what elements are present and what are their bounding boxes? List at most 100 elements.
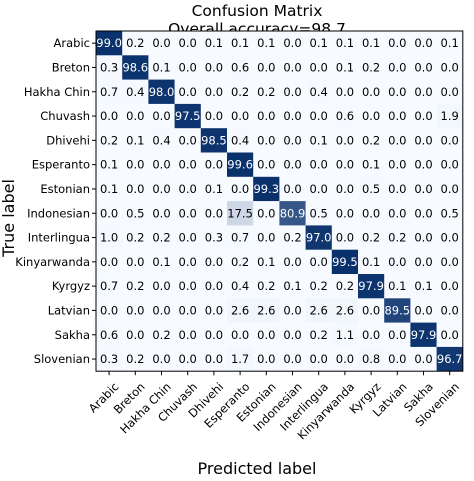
cell-value-label: 0.0 xyxy=(179,36,197,50)
cell-value-label: 0.5 xyxy=(126,206,144,220)
cell-value-label: 0.1 xyxy=(310,36,328,50)
heatmap-cell xyxy=(96,103,123,129)
cell-value-label: 0.6 xyxy=(336,109,354,123)
heatmap-cell xyxy=(279,322,306,348)
cell-value-label: 0.0 xyxy=(283,109,301,123)
cell-value-label: 0.0 xyxy=(362,328,380,342)
heatmap-cell xyxy=(227,152,254,178)
cell-value-label: 0.0 xyxy=(283,328,301,342)
cell-value-label: 0.1 xyxy=(441,36,459,50)
heatmap-cell xyxy=(122,176,149,202)
cell-value-label: 0.0 xyxy=(336,182,354,196)
heatmap-cell xyxy=(305,346,333,372)
cell-value-label: 0.2 xyxy=(152,231,170,245)
cell-value-label: 0.0 xyxy=(283,182,301,196)
y-tick-label-esperanto: Esperanto xyxy=(32,158,90,172)
cell-value-label: 0.0 xyxy=(257,352,275,366)
cell-value-label: 0.1 xyxy=(362,255,380,269)
heatmap-cell xyxy=(436,322,464,348)
cell-value-label: 97.9 xyxy=(411,328,437,342)
cell-value-label: 99.6 xyxy=(227,158,253,172)
heatmap-cell xyxy=(305,249,333,275)
cell-value-label: 0.2 xyxy=(257,85,275,99)
cell-value-label: 0.2 xyxy=(362,60,380,74)
heatmap-cell xyxy=(200,128,228,153)
heatmap-cell xyxy=(227,201,254,226)
cell-value-label: 0.1 xyxy=(126,133,144,147)
cell-value-label: 0.1 xyxy=(414,279,432,293)
heatmap-cell xyxy=(331,249,359,275)
cell-value-label: 0.0 xyxy=(205,85,223,99)
heatmap-cell xyxy=(96,274,123,299)
heatmap-cell xyxy=(279,103,306,129)
cell-value-label: 0.1 xyxy=(283,279,301,293)
cell-value-label: 0.0 xyxy=(362,85,380,99)
heatmap-cell xyxy=(384,152,411,178)
cell-value-label: 0.0 xyxy=(205,352,223,366)
heatmap-cell xyxy=(331,201,359,226)
cell-value-label: 0.0 xyxy=(414,182,432,196)
heatmap-cell xyxy=(384,55,411,80)
heatmap-cell xyxy=(174,79,202,105)
cell-value-label: 0.0 xyxy=(362,303,380,317)
heatmap-cell xyxy=(253,103,280,129)
cell-value-label: 0.2 xyxy=(231,255,249,269)
cell-value-label: 0.0 xyxy=(152,206,170,220)
heatmap-cell xyxy=(200,249,228,275)
cell-value-label: 0.0 xyxy=(126,303,144,317)
cell-value-label: 0.0 xyxy=(100,255,118,269)
heatmap-cell xyxy=(174,128,202,153)
cell-value-label: 0.7 xyxy=(231,231,249,245)
cell-value-label: 0.2 xyxy=(152,328,170,342)
heatmap-cell xyxy=(122,225,149,250)
heatmap-cell xyxy=(279,79,306,105)
heatmap-cell xyxy=(384,128,411,153)
heatmap-cell xyxy=(174,274,202,299)
heatmap-cell xyxy=(436,274,464,299)
heatmap-cell xyxy=(148,152,175,178)
cell-value-label: 97.9 xyxy=(358,279,384,293)
heatmap-cell xyxy=(384,79,411,105)
cell-value-label: 0.0 xyxy=(179,158,197,172)
cell-value-label: 0.0 xyxy=(414,109,432,123)
heatmap-cell xyxy=(331,103,359,129)
cell-value-label: 0.0 xyxy=(179,231,197,245)
cell-value-label: 0.5 xyxy=(441,206,459,220)
cell-value-label: 0.0 xyxy=(283,303,301,317)
heatmap-cell xyxy=(358,346,385,372)
heatmap-cell xyxy=(200,298,228,323)
heatmap-cell xyxy=(358,274,385,299)
heatmap-cell xyxy=(200,152,228,178)
heatmap-cell xyxy=(174,201,202,226)
y-tick-label-hakha-chin: Hakha Chin xyxy=(24,85,90,99)
heatmap-cell xyxy=(174,103,202,129)
cell-value-label: 0.0 xyxy=(441,133,459,147)
cell-value-label: 0.0 xyxy=(100,206,118,220)
heatmap-cell xyxy=(384,274,411,299)
heatmap-cell xyxy=(148,201,175,226)
heatmap-cell xyxy=(305,201,333,226)
heatmap-cell xyxy=(122,249,149,275)
heatmap-cell xyxy=(227,31,254,56)
heatmap-cell xyxy=(148,79,175,105)
heatmap-cell xyxy=(200,103,228,129)
cell-value-label: 0.2 xyxy=(100,133,118,147)
heatmap-cell xyxy=(253,346,280,372)
cell-value-label: 0.0 xyxy=(414,36,432,50)
heatmap-cell xyxy=(384,225,411,250)
cell-value-label: 0.0 xyxy=(179,328,197,342)
cell-value-label: 2.6 xyxy=(336,303,354,317)
y-tick-label-kyrgyz: Kyrgyz xyxy=(52,279,90,293)
cell-value-label: 0.0 xyxy=(283,133,301,147)
heatmap-cell xyxy=(305,152,333,178)
heatmap-cell xyxy=(122,79,149,105)
cell-value-label: 0.0 xyxy=(205,60,223,74)
cell-value-label: 0.7 xyxy=(100,279,118,293)
cell-value-label: 0.0 xyxy=(336,158,354,172)
heatmap-cell xyxy=(279,225,306,250)
heatmap-cell xyxy=(253,298,280,323)
heatmap-cell xyxy=(148,31,175,56)
cell-value-label: 0.0 xyxy=(414,255,432,269)
heatmap-cell xyxy=(358,55,385,80)
heatmap-cell xyxy=(96,249,123,275)
